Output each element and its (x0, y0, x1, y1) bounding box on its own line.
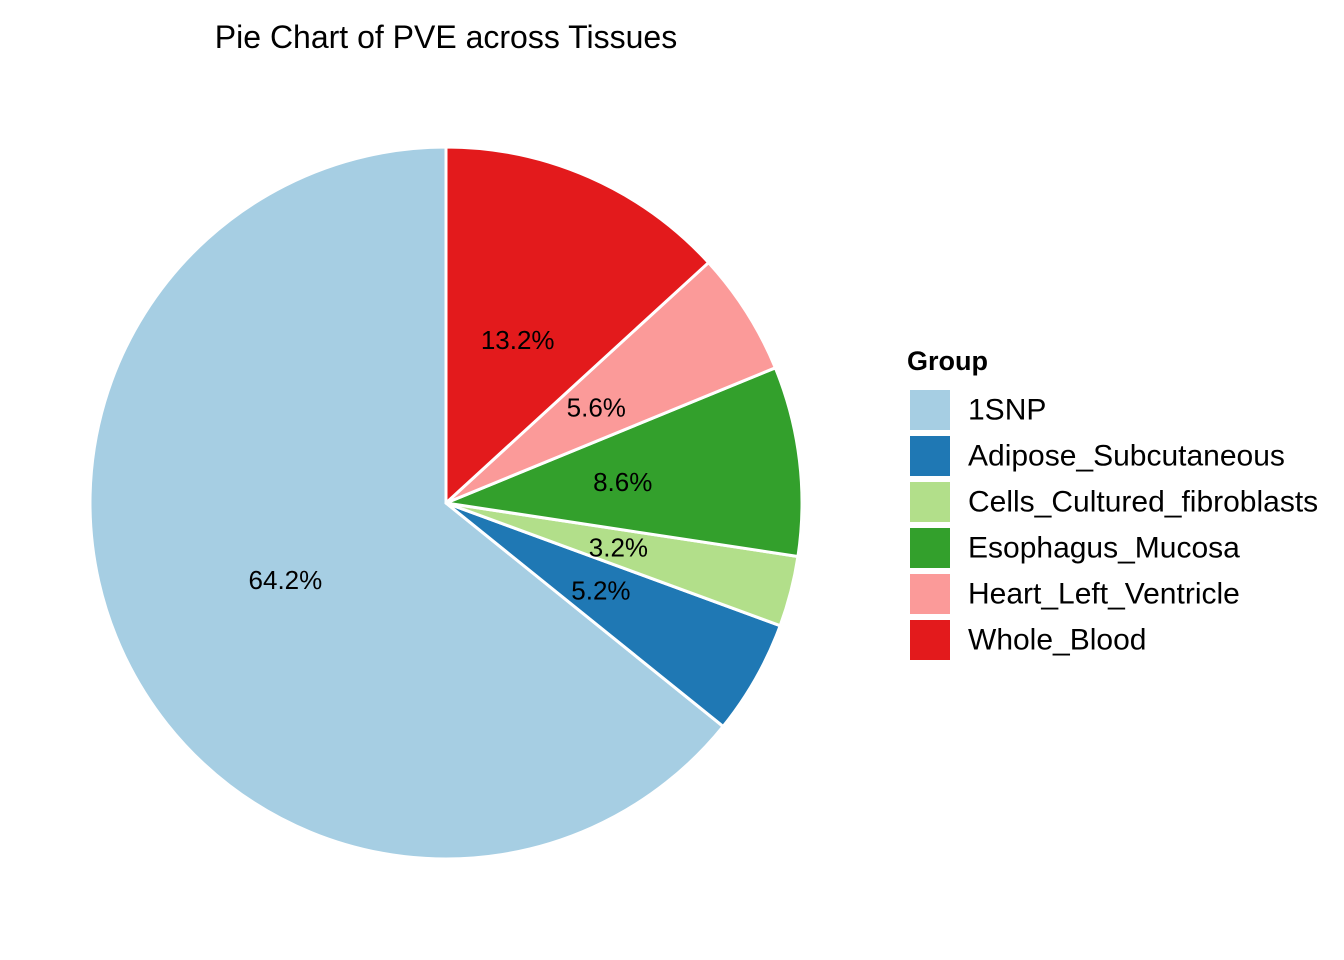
legend-swatch-esophagus-mucosa (910, 528, 950, 568)
legend-label-cells-cultured-fibroblasts: Cells_Cultured_fibroblasts (968, 486, 1318, 519)
legend: Group 1SNP Adipose_Subcutaneous Cells_Cult… (907, 346, 1318, 660)
legend-label-esophagus-mucosa: Esophagus_Mucosa (968, 532, 1240, 565)
legend-label-adipose-subcutaneous: Adipose_Subcutaneous (968, 440, 1285, 473)
legend-label-whole-blood: Whole_Blood (968, 624, 1146, 657)
legend-swatch-heart-left-ventricle (910, 574, 950, 614)
pie-slice-labels: 64.2% 5.2% 3.2% 8.6% 5.6% 13.2% (249, 325, 653, 606)
pie-slice-whole-blood (444, 145, 711, 505)
legend-label-1snp: 1SNP (968, 394, 1046, 427)
slice-label-1snp: 64.2% (249, 565, 323, 595)
legend-label-heart-left-ventricle: Heart_Left_Ventricle (968, 578, 1240, 611)
legend-swatch-adipose-subcutaneous (910, 436, 950, 476)
legend-swatch-cells-cultured-fibroblasts (910, 482, 950, 522)
legend-swatch-whole-blood (910, 620, 950, 660)
slice-label-heart-left-ventricle: 5.6% (567, 393, 626, 423)
slice-label-adipose-subcutaneous: 5.2% (571, 576, 630, 606)
slice-label-whole-blood: 13.2% (481, 325, 555, 355)
pie-slice-1snp (88, 145, 725, 861)
legend-swatch-1snp (910, 390, 950, 430)
pie-slice-esophagus-mucosa (444, 366, 804, 558)
slice-label-cells-cultured-fibroblasts: 3.2% (589, 532, 648, 562)
legend-items: 1SNP Adipose_Subcutaneous Cells_Cultured_f… (910, 390, 1318, 660)
slice-label-esophagus-mucosa: 8.6% (593, 467, 652, 497)
pie-slices (88, 145, 804, 861)
legend-title: Group (907, 346, 988, 376)
chart-title: Pie Chart of PVE across Tissues (215, 19, 677, 55)
